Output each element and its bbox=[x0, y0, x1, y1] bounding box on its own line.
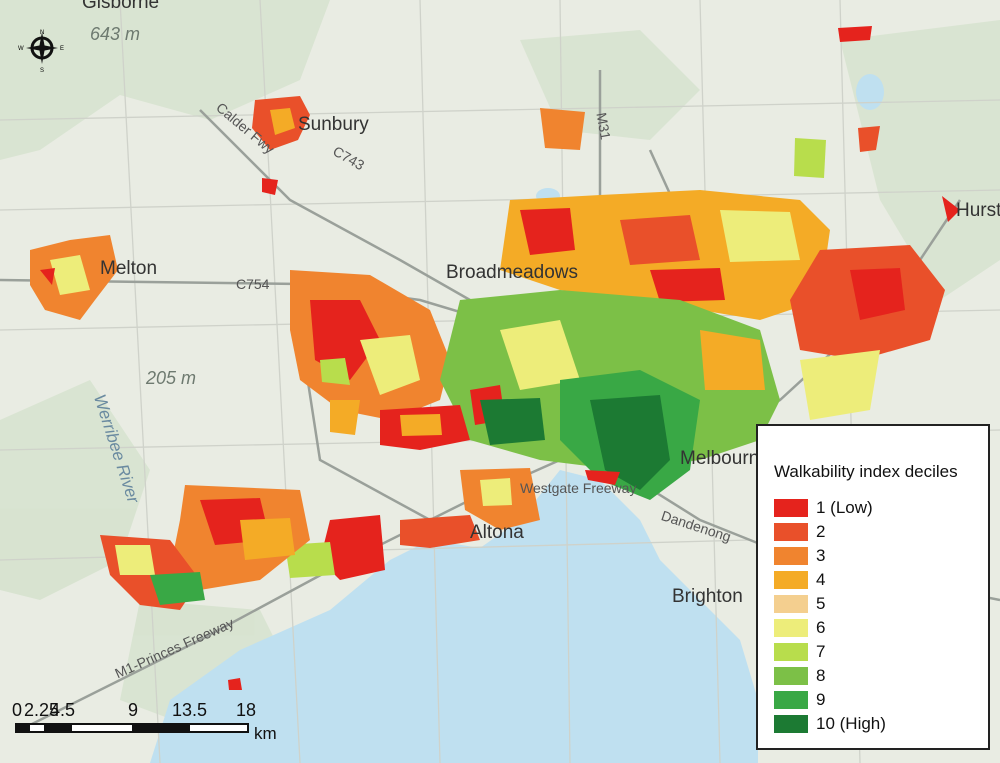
legend-swatch bbox=[774, 523, 808, 541]
legend-item-1: 1 (Low) bbox=[774, 498, 873, 518]
compass-w: W bbox=[18, 46, 24, 52]
place-label-melbourne: Melbourne bbox=[680, 448, 770, 469]
legend-item-7: 7 bbox=[774, 642, 825, 662]
legend-item-10: 10 (High) bbox=[774, 714, 886, 734]
legend-item-2: 2 bbox=[774, 522, 825, 542]
legend-swatch bbox=[774, 715, 808, 733]
compass-e: E bbox=[60, 46, 64, 52]
place-label-melton: Melton bbox=[100, 258, 158, 279]
legend-label: 5 bbox=[816, 594, 826, 613]
legend-label: 8 bbox=[816, 666, 826, 685]
compass-s: S bbox=[40, 68, 44, 74]
legend-swatch bbox=[774, 691, 808, 709]
place-label-altona: Altona bbox=[470, 522, 524, 543]
scale-bar-graphic bbox=[15, 723, 249, 733]
legend-label: 1 (Low) bbox=[816, 498, 873, 517]
scale-tick-5: 18 bbox=[236, 700, 257, 720]
place-label-sunbury: Sunbury bbox=[298, 114, 369, 135]
elevation-label-north: 643 m bbox=[90, 24, 141, 44]
compass-rose-icon: N S E W bbox=[18, 30, 64, 74]
road-label-westgate: Westgate Freeway bbox=[520, 480, 637, 496]
scale-tick-3: 9 bbox=[128, 700, 139, 720]
legend-label: 4 bbox=[816, 570, 826, 589]
legend-title: Walkability index deciles bbox=[774, 462, 958, 481]
legend-item-5: 5 bbox=[774, 594, 825, 614]
place-label-hurstbridge: Hurstbridge bbox=[956, 200, 1000, 221]
scale-bar: 0 2.25 4.5 9 13.5 18 km bbox=[10, 700, 310, 750]
legend-label: 6 bbox=[816, 618, 826, 637]
legend-item-3: 3 bbox=[774, 546, 825, 566]
place-label-brighton: Brighton bbox=[672, 586, 743, 607]
scale-tick-1: 2.25 bbox=[24, 700, 60, 720]
legend: Walkability index deciles 1 (Low) 2 3 4 … bbox=[756, 424, 990, 750]
legend-swatch bbox=[774, 595, 808, 613]
legend-swatch bbox=[774, 643, 808, 661]
scale-tick-4: 13.5 bbox=[172, 700, 208, 720]
legend-swatch bbox=[774, 667, 808, 685]
legend-swatch bbox=[774, 547, 808, 565]
walkability-areas bbox=[30, 26, 960, 690]
road-label-c754: C754 bbox=[236, 276, 270, 292]
legend-item-6: 6 bbox=[774, 618, 825, 638]
legend-swatch bbox=[774, 499, 808, 517]
legend-label: 10 (High) bbox=[816, 714, 886, 733]
place-label-broadmeadows: Broadmeadows bbox=[446, 262, 579, 283]
legend-item-9: 9 bbox=[774, 690, 825, 710]
legend-label: 9 bbox=[816, 690, 826, 709]
scale-unit: km bbox=[254, 724, 277, 743]
legend-item-8: 8 bbox=[774, 666, 825, 686]
place-label-gisborne: Gisborne bbox=[82, 0, 160, 13]
compass-n: N bbox=[40, 30, 44, 36]
legend-item-4: 4 bbox=[774, 570, 825, 590]
elevation-label-west: 205 m bbox=[146, 368, 197, 388]
legend-swatch bbox=[774, 571, 808, 589]
scale-tick-2: 4.5 bbox=[50, 700, 76, 720]
legend-swatch bbox=[774, 619, 808, 637]
scale-tick-0: 0 bbox=[12, 700, 23, 720]
legend-label: 2 bbox=[816, 522, 826, 541]
legend-label: 3 bbox=[816, 546, 826, 565]
legend-label: 7 bbox=[816, 642, 826, 661]
